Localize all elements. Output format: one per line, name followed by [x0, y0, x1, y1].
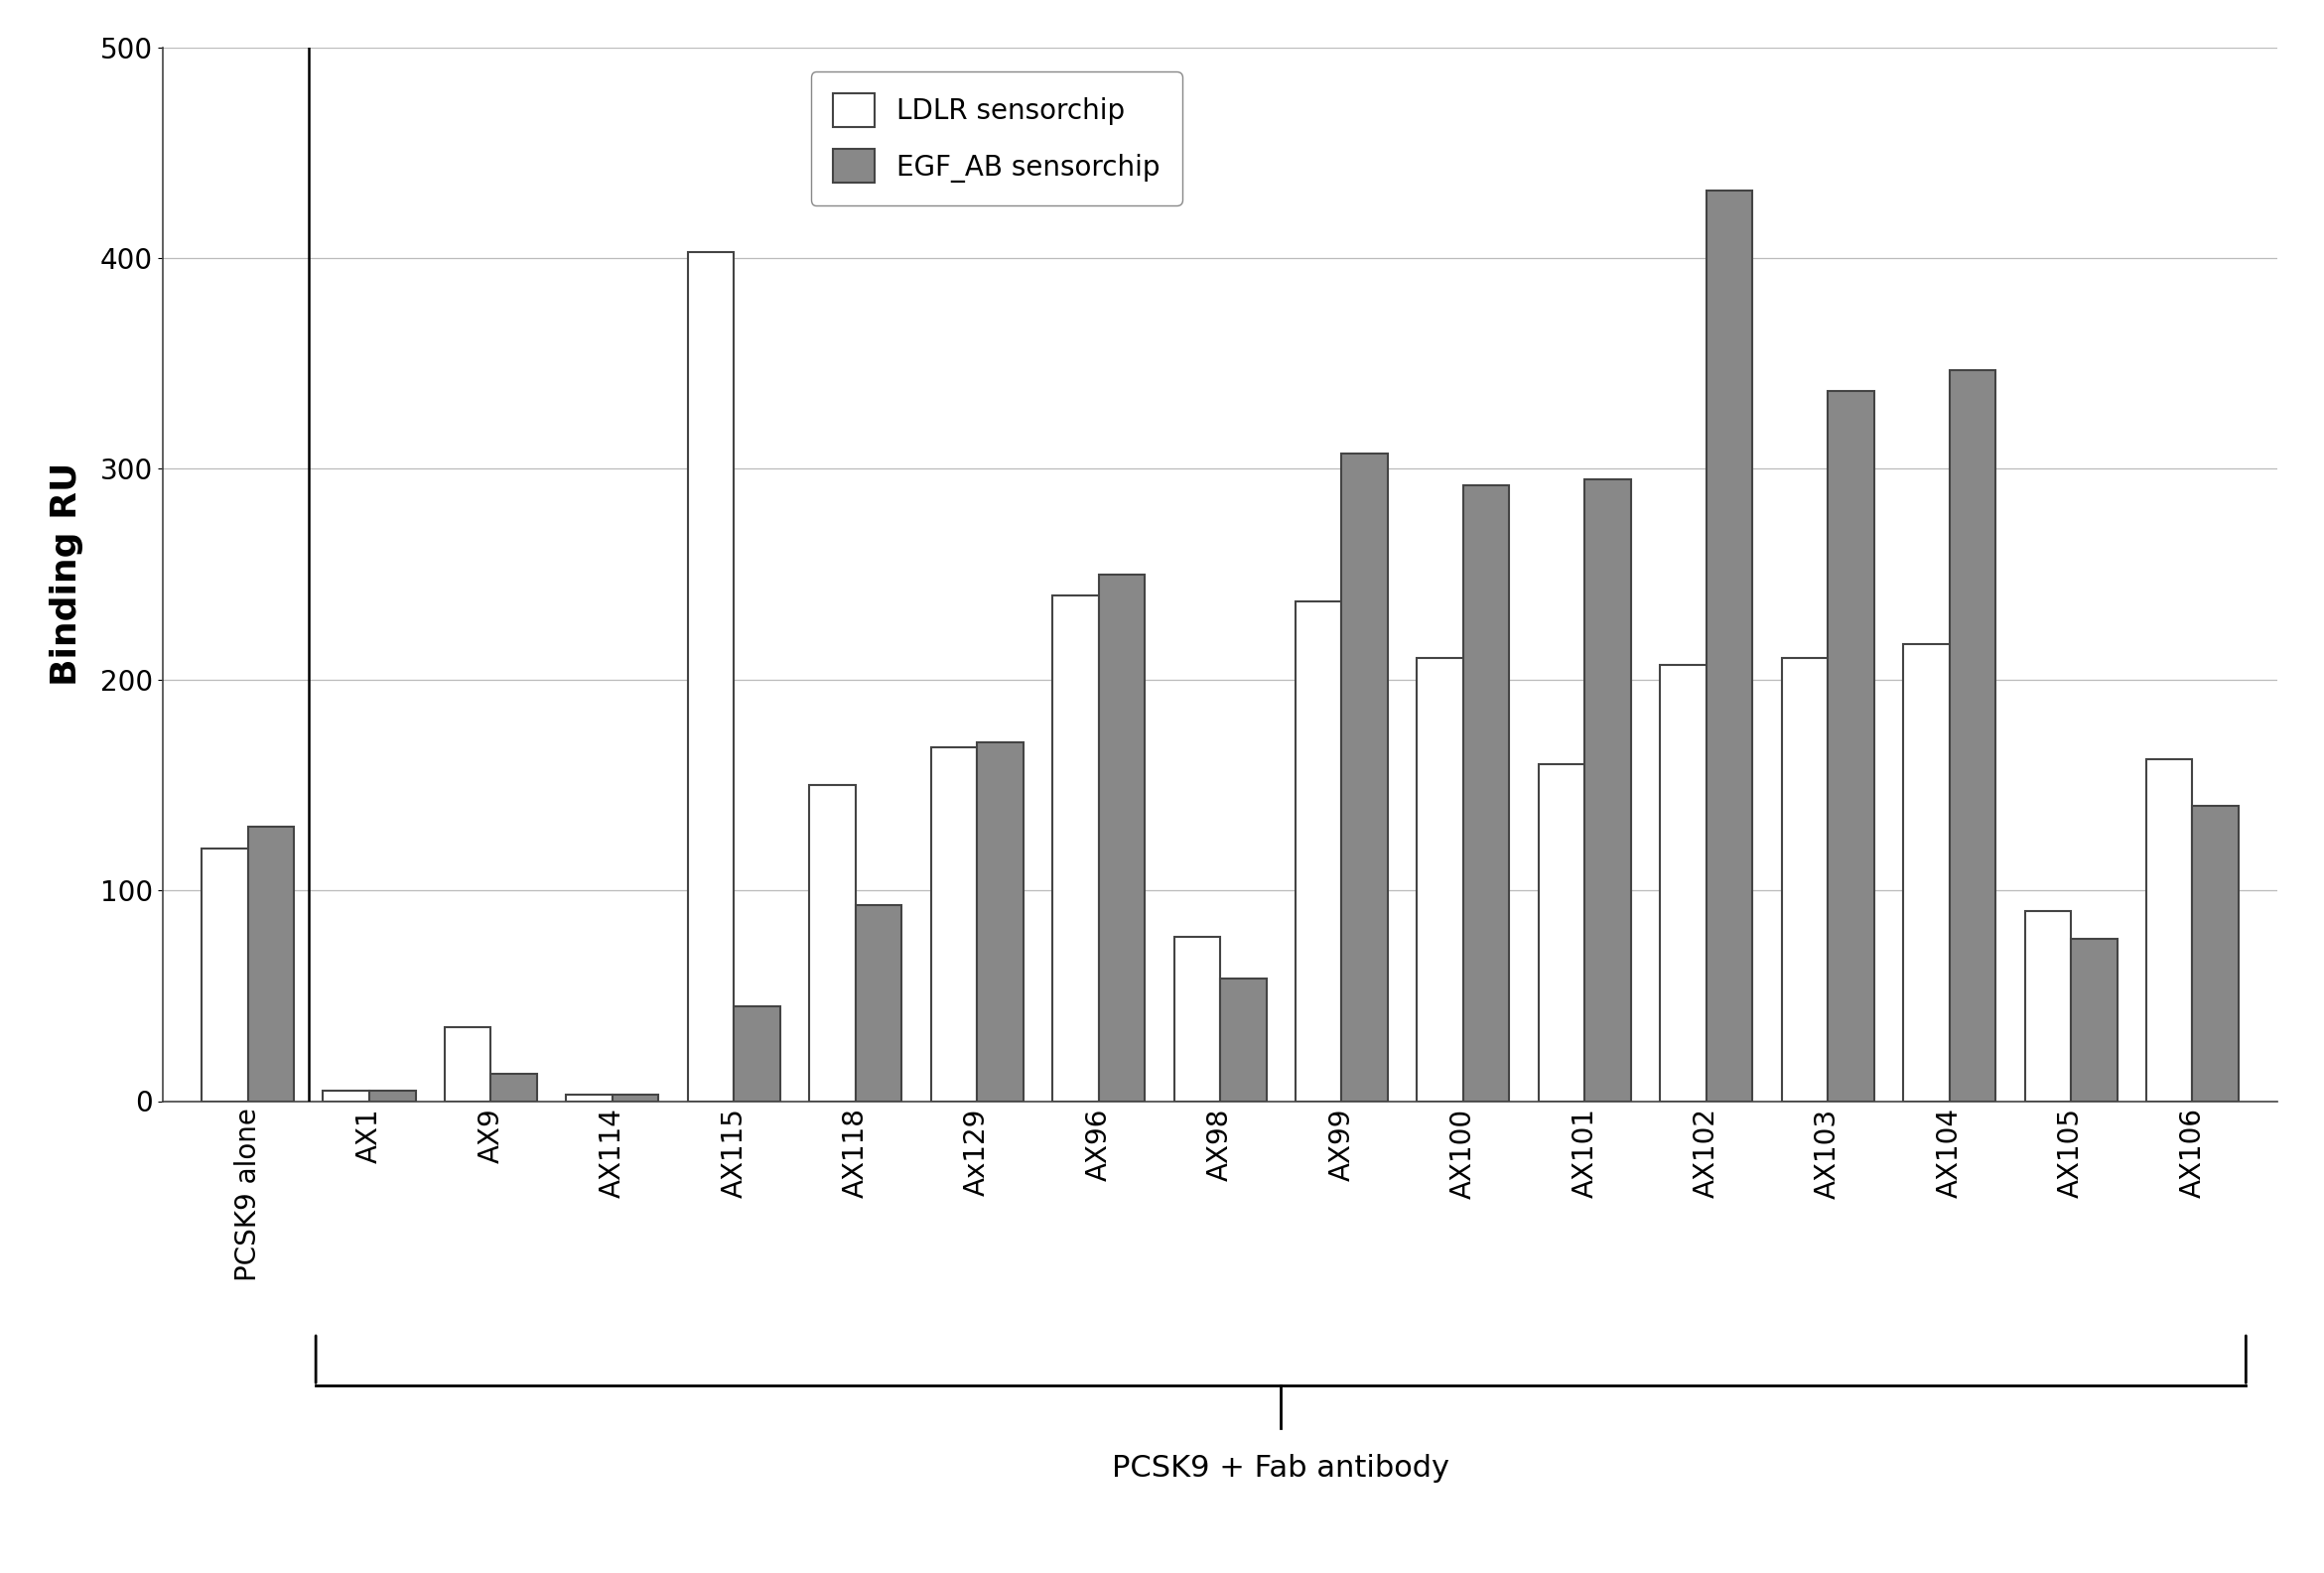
Bar: [370, 1090, 416, 1101]
Bar: [2147, 760, 2192, 1101]
Bar: [1950, 370, 1996, 1101]
Bar: [249, 827, 293, 1101]
Bar: [567, 1095, 614, 1101]
Bar: [1174, 936, 1220, 1101]
Bar: [614, 1095, 658, 1101]
Bar: [688, 252, 734, 1101]
Bar: [490, 1074, 537, 1101]
Bar: [2024, 911, 2071, 1101]
Bar: [1585, 480, 1631, 1101]
Bar: [1659, 665, 1706, 1101]
Bar: [1294, 601, 1341, 1101]
Bar: [1418, 659, 1464, 1101]
Text: PCSK9 + Fab antibody: PCSK9 + Fab antibody: [1113, 1453, 1450, 1483]
Bar: [1783, 659, 1827, 1101]
Legend: LDLR sensorchip, EGF_AB sensorchip: LDLR sensorchip, EGF_AB sensorchip: [811, 71, 1183, 204]
Bar: [1341, 455, 1387, 1101]
Bar: [1706, 190, 1752, 1101]
Bar: [1053, 595, 1099, 1101]
Bar: [1827, 390, 1873, 1101]
Bar: [855, 904, 902, 1101]
Bar: [932, 747, 976, 1101]
Bar: [976, 742, 1023, 1101]
Bar: [1538, 764, 1585, 1101]
Y-axis label: Binding RU: Binding RU: [49, 462, 84, 686]
Bar: [1464, 486, 1508, 1101]
Bar: [202, 848, 249, 1101]
Bar: [809, 785, 855, 1101]
Bar: [2192, 805, 2238, 1101]
Bar: [1220, 978, 1267, 1101]
Bar: [323, 1090, 370, 1101]
Bar: [734, 1007, 781, 1101]
Bar: [444, 1027, 490, 1101]
Bar: [2071, 939, 2117, 1101]
Bar: [1903, 643, 1950, 1101]
Bar: [1099, 574, 1146, 1101]
